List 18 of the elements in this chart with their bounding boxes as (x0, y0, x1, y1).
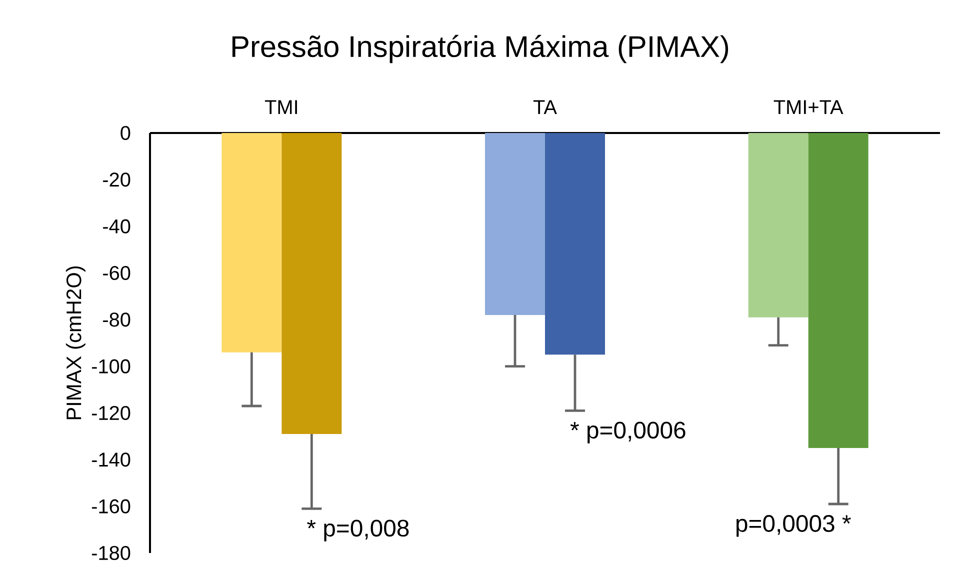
y-tick-label: -120 (92, 406, 130, 420)
x-tick-label: TMI+TA (774, 100, 844, 114)
annotation: * p=0,008 (307, 520, 409, 542)
y-tick-label: -20 (103, 172, 130, 187)
y-tick-label: -180 (92, 546, 130, 560)
y-axis-title: PIMAX (cmH2O) (66, 266, 86, 420)
chart-title: Pressão Inspiratória Máxima (PIMAX) (232, 34, 728, 64)
y-tick-label: -140 (92, 452, 130, 467)
y-tick-label: -40 (103, 219, 130, 234)
annotation: p=0,0003 * (736, 515, 851, 537)
x-tick-label: TA (533, 100, 557, 114)
y-tick-label: -60 (103, 266, 130, 280)
y-tick-label: -160 (92, 499, 130, 514)
y-tick-label: 0 (120, 126, 130, 140)
y-tick-label: -80 (103, 312, 130, 327)
x-tick-label: TMI (264, 100, 297, 114)
annotation: * p=0,0006 (570, 422, 686, 444)
y-tick-label: -100 (92, 359, 130, 374)
